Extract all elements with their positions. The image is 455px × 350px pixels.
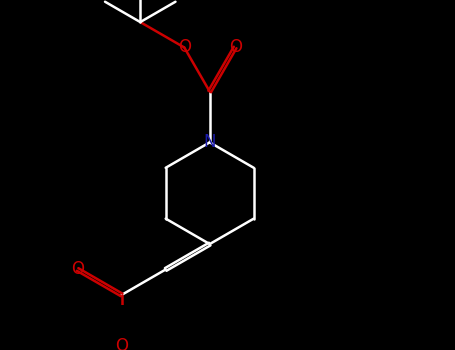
Text: O: O [178,38,191,56]
Text: O: O [228,38,242,56]
Text: O: O [115,337,128,350]
Text: O: O [71,260,84,279]
Text: N: N [203,133,216,151]
